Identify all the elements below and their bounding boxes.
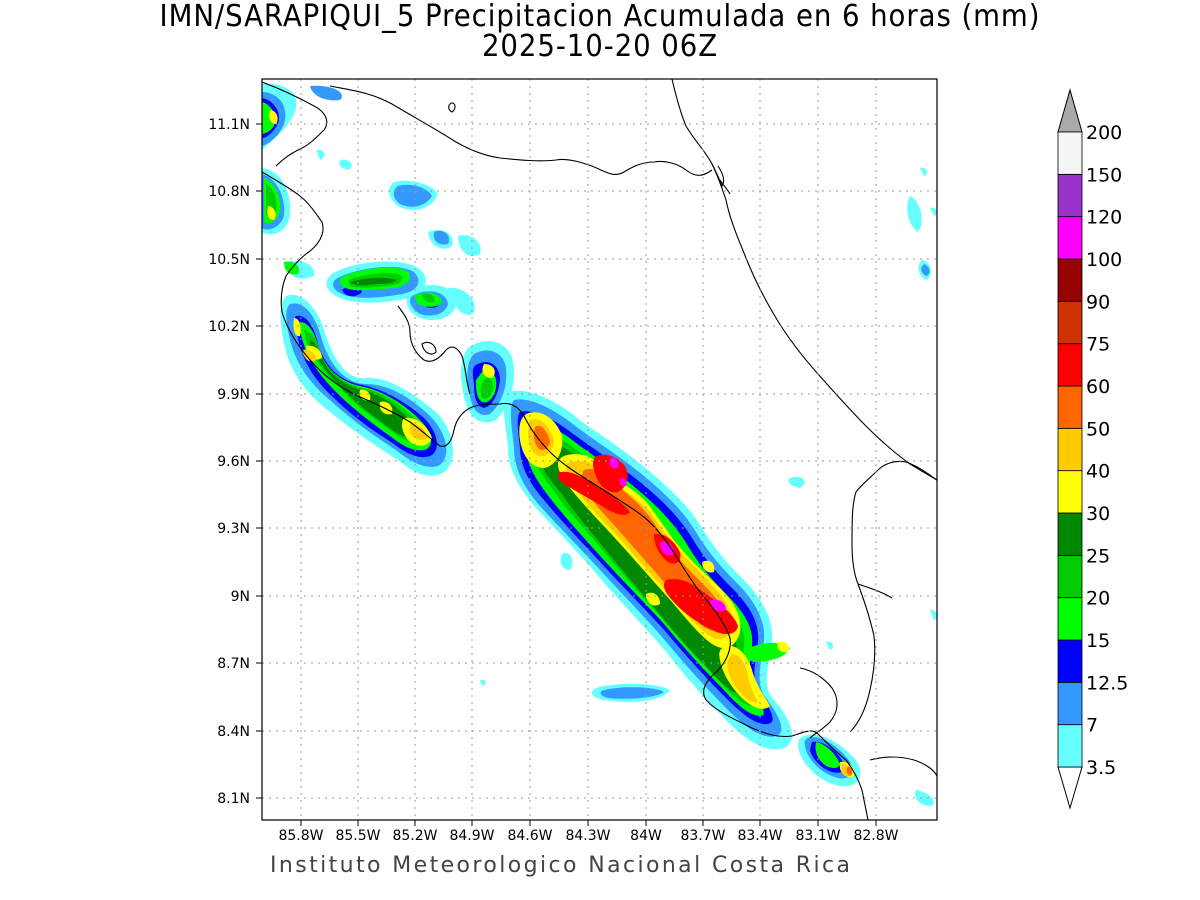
legend-level-label: 75	[1086, 334, 1110, 356]
legend-max-arrow	[1057, 88, 1083, 133]
legend-swatch	[1057, 554, 1083, 599]
legend-swatch	[1057, 300, 1083, 345]
legend-level-label: 40	[1086, 461, 1110, 483]
lat-tick-label: 9.6N	[217, 454, 250, 470]
legend-swatch	[1057, 343, 1083, 387]
map-frame	[261, 78, 938, 821]
map-area	[262, 79, 937, 820]
legend-min-arrow	[1057, 766, 1083, 810]
legend-level-label: 90	[1086, 291, 1110, 313]
lon-tick-label: 83.4W	[737, 828, 782, 844]
lat-tick-label: 9.9N	[217, 387, 250, 403]
lat-tick-label: 11.1N	[208, 117, 250, 133]
legend-swatch	[1057, 681, 1083, 726]
lon-tick-label: 85.2W	[392, 828, 437, 844]
legend-level-label: 30	[1086, 503, 1110, 525]
title-line-1: IMN/SARAPIQUI_5 Precipitacion Acumulada …	[159, 0, 1041, 34]
lat-tick-label: 10.8N	[208, 184, 250, 200]
legend-level-label: 3.5	[1086, 757, 1116, 779]
coastlines	[262, 79, 937, 820]
map-grid	[262, 79, 937, 820]
legend-level-label: 15	[1086, 630, 1110, 652]
legend-swatch	[1057, 258, 1083, 302]
lat-tick-label: 9.3N	[217, 521, 250, 537]
legend-swatch	[1057, 216, 1083, 260]
lon-tick-label: 85.5W	[335, 828, 380, 844]
legend-level-label: 7	[1086, 715, 1098, 737]
legend-swatch	[1057, 470, 1083, 514]
legend-level-label: 60	[1086, 376, 1110, 398]
legend-level-label: 25	[1086, 545, 1110, 567]
lat-tick-label: 10.5N	[208, 252, 250, 268]
map-title: IMN/SARAPIQUI_5 Precipitacion Acumulada …	[0, 2, 1200, 62]
legend-swatch	[1057, 597, 1083, 641]
legend-level-label: 12.5	[1086, 672, 1128, 694]
lat-labels: 11.1N 10.8N 10.5N 10.2N 9.9N 9.6N 9.3N 9…	[208, 117, 250, 807]
legend-level-label: 100	[1086, 249, 1122, 271]
lon-tick-label: 83.7W	[680, 828, 725, 844]
lon-labels: 85.8W 85.5W 85.2W 84.9W 84.6W 84.3W 84W …	[278, 828, 898, 844]
lat-tick-label: 8.7N	[217, 656, 250, 672]
legend-level-label: 150	[1086, 164, 1122, 186]
color-bar-legend: 3.5 7 12.5 15 20 25 30 40 50 60 75 90 100 120 150 200	[1057, 88, 1128, 810]
legend-level-label: 200	[1086, 122, 1122, 144]
footer-credit: Instituto Meteorologico Nacional Costa R…	[270, 853, 853, 878]
legend-swatch	[1057, 173, 1083, 218]
lon-tick-label: 85.8W	[278, 828, 323, 844]
legend-swatch	[1057, 512, 1083, 556]
lat-tick-label: 8.1N	[217, 791, 250, 807]
legend-level-label: 120	[1086, 207, 1122, 229]
lat-tick-label: 10.2N	[208, 319, 250, 335]
legend-swatch	[1057, 724, 1083, 768]
legend-swatch	[1057, 385, 1083, 429]
lon-tick-label: 84.6W	[507, 828, 552, 844]
lat-tick-label: 9N	[231, 589, 250, 605]
legend-swatch	[1057, 639, 1083, 683]
lon-tick-label: 84.3W	[565, 828, 610, 844]
axis-ticks	[256, 123, 877, 826]
lon-tick-label: 82.8W	[853, 828, 898, 844]
precipitation-field	[262, 83, 937, 806]
lon-tick-label: 83.1W	[795, 828, 840, 844]
lat-tick-label: 8.4N	[217, 724, 250, 740]
lon-tick-label: 84W	[630, 828, 662, 844]
legend-swatch	[1057, 131, 1083, 175]
legend-level-label: 20	[1086, 588, 1110, 610]
title-line-2: 2025-10-20 06Z	[481, 29, 719, 64]
lon-tick-label: 84.9W	[449, 828, 494, 844]
legend-swatch	[1057, 427, 1083, 472]
legend-level-label: 50	[1086, 418, 1110, 440]
